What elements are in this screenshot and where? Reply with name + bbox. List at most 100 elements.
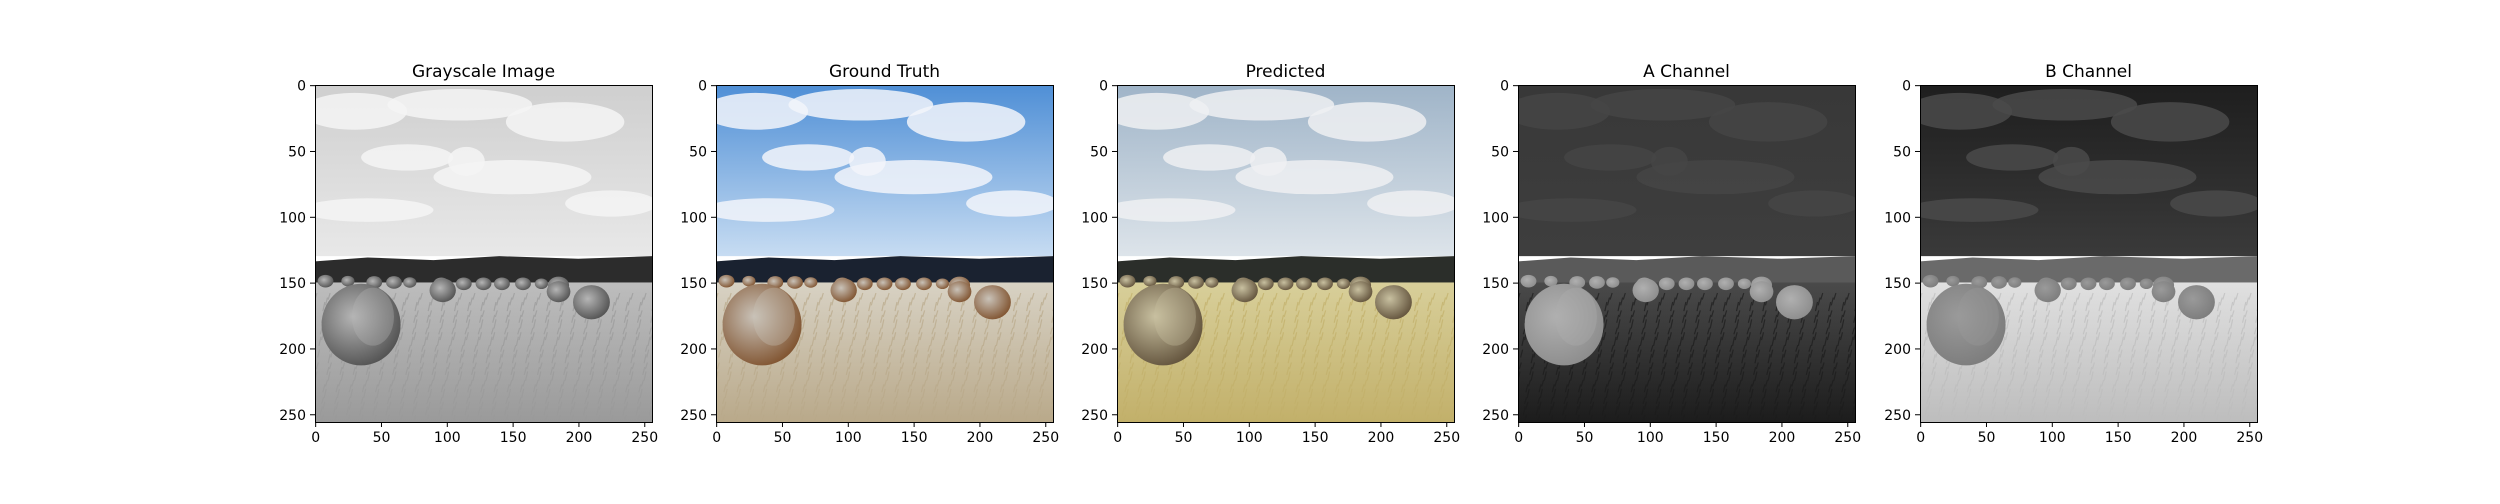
cloud xyxy=(848,146,886,176)
cloud xyxy=(315,198,434,222)
hay-bale xyxy=(1678,277,1695,291)
x-tick-label: 250 xyxy=(1433,430,1460,446)
hay-bale xyxy=(1718,277,1734,291)
x-tick-label: 100 xyxy=(835,430,862,446)
y-tick-label: 150 xyxy=(279,276,306,292)
cloud xyxy=(565,190,652,217)
x-tick-label: 150 xyxy=(901,430,928,446)
y-tick-label: 50 xyxy=(689,144,707,160)
hay-bale xyxy=(475,277,492,291)
y-tick-label: 150 xyxy=(1482,276,1509,292)
hay-bale xyxy=(1749,281,1774,303)
y-tick-label: 200 xyxy=(1081,342,1108,358)
hay-bale xyxy=(1697,277,1713,291)
cloud xyxy=(1992,88,2138,121)
x-tick-label: 250 xyxy=(1834,430,1861,446)
cloud xyxy=(1920,92,2013,130)
y-tick-label: 150 xyxy=(680,276,707,292)
hay-bale xyxy=(935,278,950,290)
cloud xyxy=(2110,102,2230,142)
y-tick-label: 50 xyxy=(1491,144,1509,160)
x-tick-label: 50 xyxy=(1978,430,1996,446)
hay-bale xyxy=(916,277,932,291)
hay-bale xyxy=(515,277,531,291)
cloud xyxy=(1307,102,1427,142)
cloud xyxy=(762,144,855,171)
x-tick-label: 200 xyxy=(2171,430,2198,446)
hay-bale xyxy=(1658,277,1675,291)
y-tick-label: 100 xyxy=(279,210,306,226)
cloud xyxy=(315,92,408,130)
axes-frame xyxy=(716,85,1054,423)
hay-bale xyxy=(1188,276,1204,289)
x-tick-label: 200 xyxy=(1769,430,1796,446)
x-tick-label: 50 xyxy=(1576,430,1594,446)
bale-highlight xyxy=(351,287,394,346)
y-tick-label: 250 xyxy=(680,408,707,424)
x-tick-label: 150 xyxy=(500,430,527,446)
y-tick-label: 200 xyxy=(279,342,306,358)
hay-bale xyxy=(2008,277,2022,288)
x-tick-label: 0 xyxy=(1916,430,1925,446)
hay-bale xyxy=(1277,277,1294,291)
hay-bale xyxy=(534,278,549,290)
axes-frame xyxy=(1518,85,1856,423)
hay-bale xyxy=(1776,285,1813,320)
x-tick-label: 0 xyxy=(311,430,320,446)
field-stubble xyxy=(716,292,1053,422)
hay-bale xyxy=(1317,277,1333,291)
hay-bale xyxy=(341,275,355,287)
x-tick-label: 100 xyxy=(434,430,461,446)
panel-4: A Channel 0 50 100 150 200 250 0 50 100 150 200 250 xyxy=(1482,62,1861,446)
panel-1: Grayscale Image 0 50 100 150 200 250 0 50 100 150 2… xyxy=(279,62,658,446)
bale-highlight xyxy=(1956,287,1999,346)
hay-bale xyxy=(1632,278,1659,303)
cloud xyxy=(716,92,809,130)
cloud xyxy=(1117,92,1210,130)
hay-bale xyxy=(1737,278,1752,290)
y-tick-label: 150 xyxy=(1081,276,1108,292)
hay-bale xyxy=(1231,278,1258,303)
hay-bale xyxy=(742,275,756,287)
y-tick-label: 0 xyxy=(1500,79,1509,95)
hay-bale xyxy=(1119,274,1136,288)
cloud xyxy=(716,198,835,222)
hay-bale xyxy=(1991,276,2007,289)
hay-bale xyxy=(2060,277,2077,291)
axes-frame xyxy=(315,85,653,423)
cloud xyxy=(966,190,1053,217)
cloud xyxy=(1564,144,1657,171)
x-tick-label: 200 xyxy=(967,430,994,446)
x-tick-label: 50 xyxy=(774,430,792,446)
hay-bale xyxy=(947,281,972,303)
panel-2: Ground Truth 0 50 100 150 200 250 0 50 100 150 200 2… xyxy=(680,62,1059,446)
hay-bale xyxy=(317,274,334,288)
panel-3: Predicted 0 50 100 150 200 250 0 50 100 150 200 250 xyxy=(1081,62,1460,446)
hay-bale xyxy=(386,276,402,289)
hay-bale xyxy=(1922,274,1939,288)
panel-title: A Channel xyxy=(1643,62,1730,82)
y-tick-label: 250 xyxy=(1482,408,1509,424)
bale-highlight xyxy=(1153,287,1196,346)
y-tick-label: 250 xyxy=(1081,408,1108,424)
y-tick-label: 200 xyxy=(1482,342,1509,358)
hay-bale-foreground xyxy=(1123,283,1203,366)
hay-bale xyxy=(494,277,510,291)
hay-bale xyxy=(2099,277,2115,291)
panel-title: B Channel xyxy=(2045,62,2132,82)
hay-bale xyxy=(2034,278,2061,303)
hay-bale xyxy=(1946,275,1960,287)
cloud xyxy=(1708,102,1828,142)
cloud xyxy=(1590,88,1736,121)
y-tick-label: 100 xyxy=(1081,210,1108,226)
cloud xyxy=(1189,88,1335,121)
hay-bale xyxy=(895,277,911,291)
hay-bale xyxy=(546,281,571,303)
hay-bale xyxy=(1296,277,1312,291)
hay-bale xyxy=(876,277,893,291)
y-tick-label: 0 xyxy=(1099,79,1108,95)
cloud xyxy=(906,102,1026,142)
cloud xyxy=(1518,198,1637,222)
y-tick-label: 200 xyxy=(680,342,707,358)
panel-image xyxy=(1920,85,2257,422)
